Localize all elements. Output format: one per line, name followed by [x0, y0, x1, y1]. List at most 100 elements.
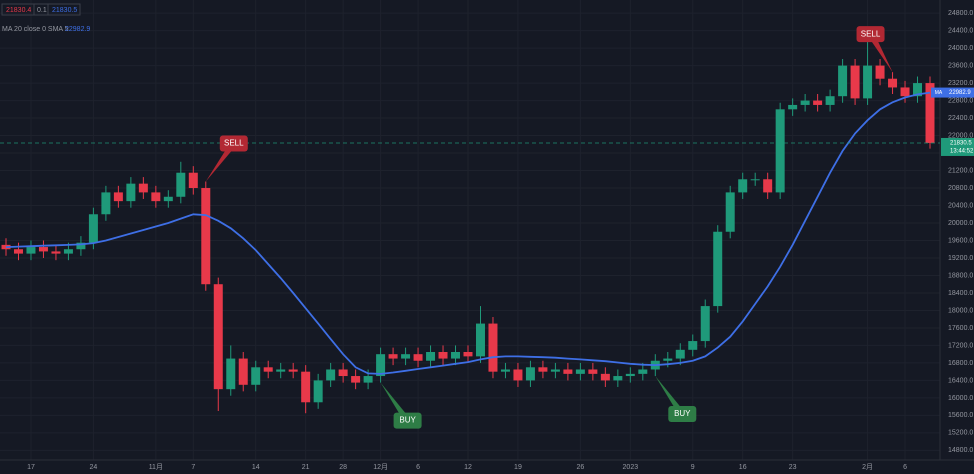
legend-value: 21830.4	[6, 7, 31, 14]
y-tick-label: 19200.0	[948, 255, 973, 262]
candle-body	[600, 373, 610, 381]
y-tick-label: 21200.0	[948, 167, 973, 174]
candle-body	[688, 341, 698, 350]
candle-body	[775, 109, 785, 193]
candle-body	[226, 358, 236, 390]
candle-body	[750, 179, 760, 181]
y-tick-label: 24800.0	[948, 10, 973, 17]
candle-body	[550, 369, 560, 372]
candle-body	[88, 214, 98, 243]
y-tick-label: 17600.0	[948, 325, 973, 332]
x-tick-label: 19	[514, 464, 522, 471]
candle-body	[351, 376, 361, 383]
candle-body	[138, 183, 148, 193]
signal-pointer	[655, 376, 687, 415]
y-tick-label: 16400.0	[948, 377, 973, 384]
x-tick-label: 7	[191, 464, 195, 471]
candle-body	[313, 380, 323, 403]
signal-label: BUY	[399, 416, 416, 425]
candle-body	[426, 351, 436, 361]
y-tick-label: 20000.0	[948, 220, 973, 227]
candle-body	[800, 100, 810, 105]
x-tick-label: 6	[416, 464, 420, 471]
x-tick-label: 17	[27, 464, 35, 471]
x-tick-label: 6	[903, 464, 907, 471]
x-tick-label: 23	[789, 464, 797, 471]
x-tick-label: 12月	[373, 463, 388, 471]
candle-body	[638, 369, 648, 374]
y-tick-label: 14800.0	[948, 447, 973, 454]
candle-body	[338, 369, 348, 377]
candle-body	[463, 351, 473, 357]
candle-body	[263, 367, 273, 372]
y-tick-label: 18000.0	[948, 307, 973, 314]
candle-body	[613, 376, 623, 381]
candle-body	[575, 369, 585, 374]
candle-body	[51, 251, 61, 254]
candle-body	[738, 179, 748, 193]
x-tick-label: 28	[339, 464, 347, 471]
x-tick-label: 21	[302, 464, 310, 471]
signal-box	[393, 412, 422, 429]
y-tick-label: 19600.0	[948, 237, 973, 244]
y-tick-label: 16000.0	[948, 395, 973, 402]
indicator-value: 22982.9	[65, 26, 90, 33]
candle-body	[850, 65, 860, 99]
candle-body	[538, 367, 548, 372]
ma-tag	[931, 87, 946, 98]
candle-body	[301, 371, 311, 403]
ma-line	[5, 91, 931, 375]
x-tick-label: 2月	[862, 463, 873, 471]
candle-body	[401, 354, 411, 359]
signal-pointer	[380, 382, 412, 421]
y-tick-label: 18800.0	[948, 272, 973, 279]
candle-body	[488, 323, 498, 372]
candle-body	[925, 83, 935, 143]
y-tick-label: 24000.0	[948, 45, 973, 52]
indicator-label: MA 20 close 0 SMA 5	[2, 26, 69, 33]
candle-body	[101, 192, 111, 215]
legend-value: 0.1	[37, 7, 47, 14]
candle-body	[500, 369, 510, 372]
candle-body	[900, 87, 910, 97]
y-tick-label: 18400.0	[948, 290, 973, 297]
candle-body	[913, 83, 923, 97]
candle-body	[525, 367, 535, 381]
candle-body	[763, 179, 773, 193]
candle-body	[163, 196, 173, 202]
candle-body	[126, 183, 136, 202]
candle-body	[863, 65, 873, 99]
y-tick-label: 15600.0	[948, 412, 973, 419]
ma-tag-label: MA	[935, 90, 943, 96]
x-tick-label: 12	[464, 464, 472, 471]
x-tick-label: 11月	[149, 463, 163, 471]
candle-body	[251, 367, 261, 385]
y-tick-label: 17200.0	[948, 342, 973, 349]
y-tick-label: 22400.0	[948, 115, 973, 122]
ma-value-label: 22982.9	[949, 90, 971, 96]
y-tick-label: 15200.0	[948, 430, 973, 437]
candle-body	[875, 65, 885, 79]
signal-label: BUY	[674, 409, 691, 418]
candle-body	[13, 249, 23, 254]
candle-body	[625, 373, 635, 377]
candle-body	[76, 242, 86, 250]
candle-body	[201, 188, 211, 285]
candle-body	[563, 369, 573, 374]
y-tick-label: 23200.0	[948, 80, 973, 87]
candle-body	[276, 369, 286, 372]
candle-body	[26, 247, 36, 254]
y-tick-label: 22800.0	[948, 97, 973, 104]
ma-value-tag	[946, 87, 974, 98]
y-tick-label: 16800.0	[948, 360, 973, 367]
candle-body	[700, 306, 710, 342]
candle-body	[63, 249, 73, 254]
countdown: 13:44:52	[950, 149, 974, 155]
candle-body	[588, 369, 598, 374]
signal-label: SELL	[861, 29, 881, 38]
candle-body	[513, 369, 523, 381]
x-tick-label: 26	[576, 464, 584, 471]
y-tick-label: 24400.0	[948, 27, 973, 34]
